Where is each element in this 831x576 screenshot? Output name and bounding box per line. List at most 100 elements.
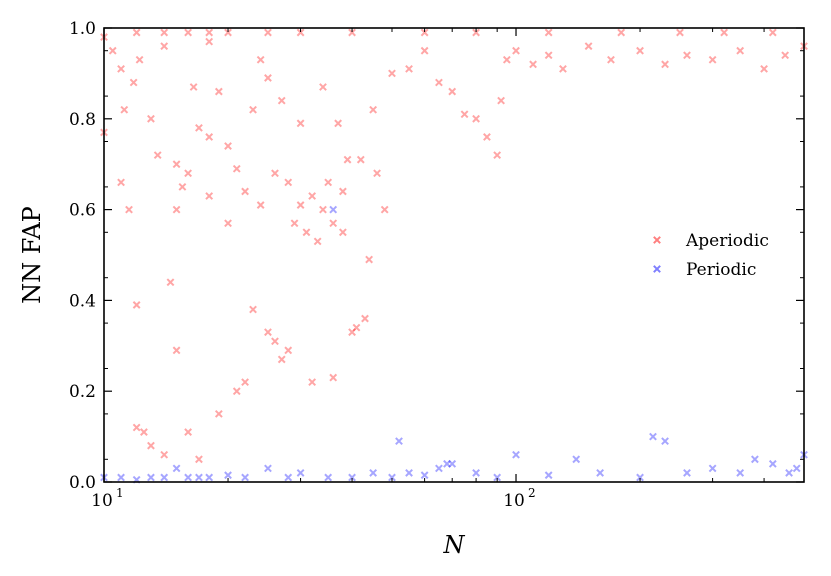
data-point xyxy=(224,142,232,150)
data-point xyxy=(205,37,214,46)
data-point xyxy=(324,473,333,482)
data-point xyxy=(708,464,717,473)
data-point xyxy=(264,464,272,473)
data-point xyxy=(365,255,374,264)
data-point xyxy=(448,459,457,468)
data-point xyxy=(661,60,669,69)
data-point xyxy=(683,51,691,60)
data-point xyxy=(361,314,369,323)
y-tick-label: 1.0 xyxy=(69,19,96,39)
data-point xyxy=(184,169,193,178)
data-point xyxy=(290,219,299,228)
data-point xyxy=(544,471,553,480)
data-point xyxy=(720,28,729,37)
data-point xyxy=(420,28,429,37)
data-point xyxy=(760,64,768,73)
data-point xyxy=(356,155,365,164)
data-point xyxy=(319,205,327,214)
data-point xyxy=(781,51,790,60)
data-point xyxy=(160,473,169,482)
data-point xyxy=(636,473,644,482)
data-point xyxy=(617,28,626,37)
data-point xyxy=(308,378,317,387)
data-point xyxy=(338,228,347,237)
data-point xyxy=(205,28,214,37)
data-point xyxy=(502,55,511,64)
data-point xyxy=(296,201,305,209)
data-point xyxy=(768,28,777,37)
data-point xyxy=(676,28,684,37)
data-point xyxy=(195,455,203,464)
data-point xyxy=(195,473,203,482)
data-point xyxy=(420,471,429,480)
data-point xyxy=(736,469,745,477)
data-point xyxy=(472,114,480,123)
data-point xyxy=(369,105,378,114)
data-point xyxy=(661,437,669,446)
data-point xyxy=(172,346,181,355)
data-point xyxy=(319,83,327,91)
data-point xyxy=(329,219,338,228)
plot-frame xyxy=(103,27,805,483)
data-point xyxy=(277,96,286,105)
x-tick-exponent: 1 xyxy=(116,486,124,500)
data-point xyxy=(544,51,553,60)
data-point xyxy=(135,55,144,64)
data-point xyxy=(460,110,469,119)
data-point xyxy=(108,46,117,55)
data-point xyxy=(232,164,241,173)
data-point xyxy=(160,42,169,51)
data-point xyxy=(232,387,241,396)
data-point xyxy=(264,328,272,337)
data-point xyxy=(559,64,567,73)
data-point xyxy=(388,69,396,78)
data-point xyxy=(512,46,520,55)
data-point xyxy=(284,178,293,187)
data-point xyxy=(334,119,343,128)
data-point xyxy=(493,151,502,160)
data-point xyxy=(435,78,443,87)
data-point xyxy=(264,28,272,37)
data-point xyxy=(313,237,322,246)
x-axis-label: N xyxy=(443,531,466,559)
data-point xyxy=(329,205,338,214)
data-point xyxy=(443,459,451,468)
data-point xyxy=(284,473,293,482)
data-point xyxy=(120,105,129,114)
data-point xyxy=(324,178,333,187)
data-point xyxy=(448,87,457,96)
data-point xyxy=(302,228,311,237)
data-point xyxy=(497,96,506,105)
data-point xyxy=(205,133,214,141)
y-tick-label: 0.0 xyxy=(69,473,96,493)
data-point xyxy=(329,373,338,382)
data-point xyxy=(147,441,155,450)
data-point xyxy=(296,28,305,37)
legend-marker xyxy=(653,236,661,244)
data-point xyxy=(241,473,249,482)
data-point xyxy=(147,114,155,123)
data-point xyxy=(544,28,553,37)
data-point xyxy=(636,46,644,55)
data-point xyxy=(195,123,203,132)
data-point xyxy=(166,278,175,287)
data-point xyxy=(132,28,141,37)
data-point xyxy=(683,469,691,477)
data-point xyxy=(214,87,223,96)
data-point xyxy=(405,64,413,73)
data-point xyxy=(750,455,759,464)
labels-layer: 0.00.20.40.60.81.010 1 10 2 xyxy=(69,19,536,511)
x-tick-label: 10 xyxy=(91,491,113,511)
data-point xyxy=(184,473,193,482)
data-point xyxy=(277,355,286,364)
data-point xyxy=(271,169,279,178)
data-point xyxy=(529,60,537,69)
data-point xyxy=(308,192,317,200)
data-point xyxy=(284,346,293,355)
data-point xyxy=(584,42,593,51)
data-point xyxy=(596,469,605,477)
points-layer xyxy=(100,28,808,484)
data-point xyxy=(348,473,356,482)
